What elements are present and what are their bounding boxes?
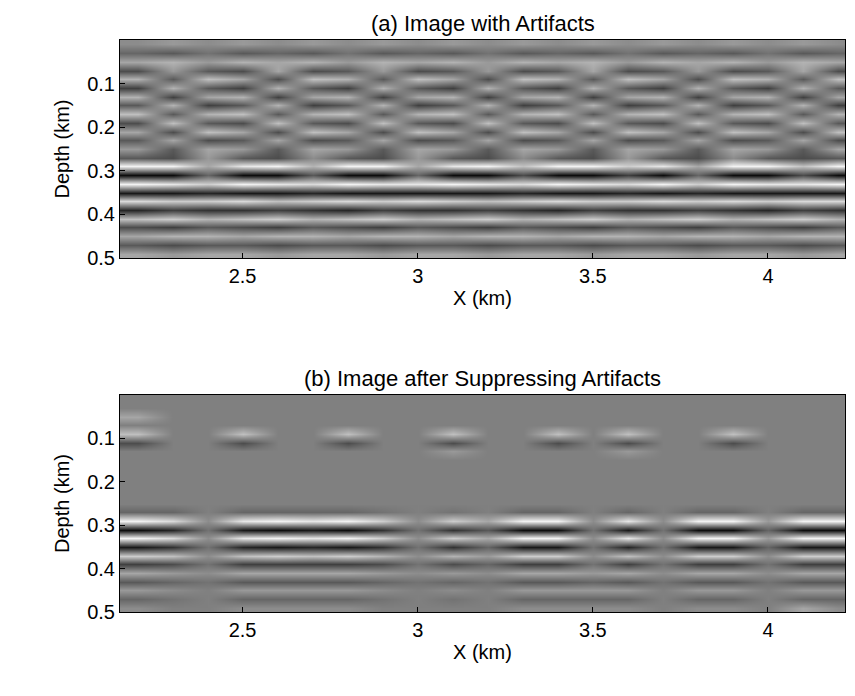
svg-text:0.5: 0.5 (87, 601, 115, 623)
svg-text:3: 3 (412, 619, 423, 641)
svg-text:0.5: 0.5 (87, 247, 115, 269)
svg-text:0.2: 0.2 (87, 116, 115, 138)
svg-text:4: 4 (762, 265, 773, 287)
svg-text:Depth (km): Depth (km) (51, 100, 73, 199)
svg-text:(b) Image after Suppressing Ar: (b) Image after Suppressing Artifacts (304, 366, 661, 391)
svg-text:0.4: 0.4 (87, 558, 115, 580)
svg-text:2.5: 2.5 (229, 265, 257, 287)
svg-text:0.3: 0.3 (87, 160, 115, 182)
svg-text:Depth (km): Depth (km) (51, 454, 73, 553)
svg-text:0.2: 0.2 (87, 471, 115, 493)
svg-text:3.5: 3.5 (579, 265, 607, 287)
svg-text:0.1: 0.1 (87, 73, 115, 95)
svg-text:4: 4 (762, 619, 773, 641)
svg-text:(a) Image with Artifacts: (a) Image with Artifacts (371, 11, 595, 36)
svg-text:X (km): X (km) (453, 641, 512, 663)
svg-text:0.1: 0.1 (87, 427, 115, 449)
svg-text:0.3: 0.3 (87, 514, 115, 536)
svg-text:3: 3 (412, 265, 423, 287)
svg-text:0.4: 0.4 (87, 203, 115, 225)
svg-text:X (km): X (km) (453, 287, 512, 309)
svg-text:2.5: 2.5 (229, 619, 257, 641)
svg-text:3.5: 3.5 (579, 619, 607, 641)
